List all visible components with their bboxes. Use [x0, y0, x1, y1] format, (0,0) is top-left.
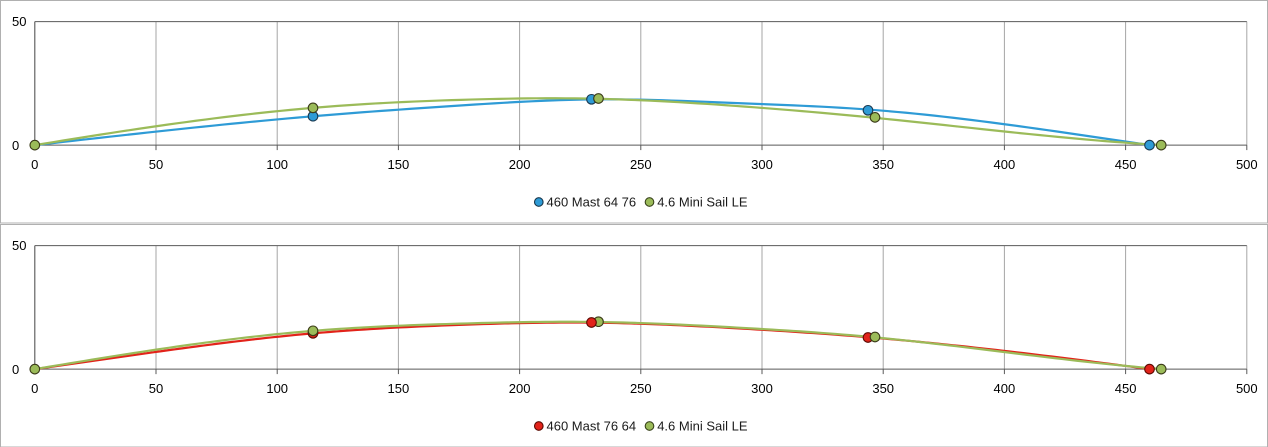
- svg-text:350: 350: [872, 381, 894, 396]
- svg-text:460 Mast 64 76: 460 Mast 64 76: [547, 195, 637, 210]
- svg-text:50: 50: [149, 157, 163, 172]
- svg-text:300: 300: [751, 381, 773, 396]
- svg-text:300: 300: [751, 157, 773, 172]
- svg-text:250: 250: [630, 381, 652, 396]
- svg-text:0: 0: [31, 157, 38, 172]
- svg-text:200: 200: [509, 157, 531, 172]
- svg-text:150: 150: [388, 157, 410, 172]
- svg-text:500: 500: [1236, 157, 1258, 172]
- svg-text:4.6 Mini Sail LE: 4.6 Mini Sail LE: [657, 195, 748, 210]
- svg-text:460 Mast 76 64: 460 Mast 76 64: [547, 418, 637, 433]
- svg-text:400: 400: [994, 157, 1016, 172]
- svg-text:100: 100: [266, 157, 288, 172]
- svg-text:4.6 Mini Sail LE: 4.6 Mini Sail LE: [657, 418, 748, 433]
- svg-text:250: 250: [630, 157, 652, 172]
- svg-text:500: 500: [1236, 381, 1258, 396]
- svg-text:0: 0: [12, 362, 19, 377]
- svg-text:0: 0: [31, 381, 38, 396]
- svg-text:400: 400: [994, 381, 1016, 396]
- svg-text:150: 150: [388, 381, 410, 396]
- svg-text:350: 350: [872, 157, 894, 172]
- svg-text:50: 50: [12, 14, 26, 29]
- svg-text:100: 100: [266, 381, 288, 396]
- svg-text:0: 0: [12, 138, 19, 153]
- svg-text:450: 450: [1115, 157, 1137, 172]
- svg-text:50: 50: [12, 238, 26, 253]
- svg-text:200: 200: [509, 381, 531, 396]
- svg-text:50: 50: [149, 381, 163, 396]
- svg-text:450: 450: [1115, 381, 1137, 396]
